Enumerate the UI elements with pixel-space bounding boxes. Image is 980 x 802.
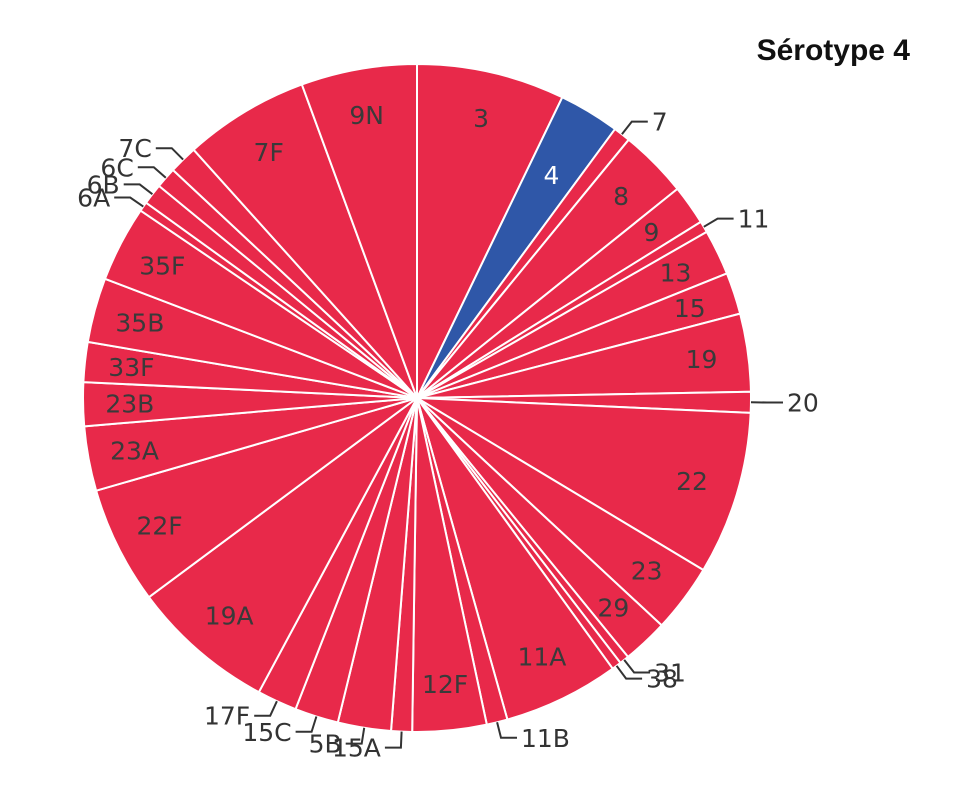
slice-label-29: 29 (597, 594, 629, 623)
slice-label-12f: 12F (422, 670, 468, 699)
chart-title: Sérotype 4 (756, 34, 910, 67)
leader-line-38 (615, 665, 643, 680)
leader-line-6a (114, 196, 144, 208)
slice-label-6c: 6C (100, 153, 133, 182)
slice-label-6b: 6B (87, 170, 120, 199)
leader-line-31 (623, 659, 651, 674)
slice-label-35f: 35F (139, 251, 185, 280)
slice-label-23: 23 (631, 557, 663, 586)
slice-label-33f: 33F (108, 353, 154, 382)
slice-label-11: 11 (738, 205, 770, 234)
leader-line-11b (496, 721, 517, 739)
slice-label-19: 19 (686, 345, 718, 374)
leader-line-5b (345, 727, 366, 745)
slice-label-5b: 5B (309, 730, 342, 759)
slice-label-6a: 6A (77, 184, 110, 213)
slice-label-15: 15 (674, 294, 706, 323)
slice-label-35b: 35B (115, 308, 164, 337)
leader-line-6c (137, 166, 167, 179)
pie-slices (82, 63, 752, 733)
leader-line-7c (155, 147, 184, 161)
leader-line-15a (384, 731, 403, 749)
slice-label-9n: 9N (349, 101, 384, 130)
slice-label-22: 22 (676, 467, 708, 496)
leader-line-6b (123, 183, 154, 195)
leader-line-7 (621, 120, 648, 135)
slice-label-7f: 7F (254, 138, 284, 167)
leader-line-15c (295, 716, 318, 733)
pie-slice-22 (416, 397, 752, 571)
slice-label-11b: 11B (521, 724, 570, 753)
slice-label-38: 38 (646, 665, 678, 694)
slice-label-11a: 11A (517, 643, 566, 672)
slice-label-23b: 23B (105, 389, 154, 418)
leader-line-17f (254, 700, 278, 717)
slice-label-7: 7 (652, 108, 668, 137)
slice-label-22f: 22F (136, 512, 182, 541)
slice-label-20: 20 (787, 389, 819, 418)
slice-label-7c: 7C (118, 134, 151, 163)
pie-slice-7f (192, 83, 418, 399)
pie-slice-19a (147, 397, 418, 694)
slice-label-4: 4 (544, 161, 560, 190)
slice-label-13: 13 (660, 259, 692, 288)
pie-slice-9n (300, 63, 418, 399)
slice-label-23a: 23A (110, 436, 159, 465)
slice-label-9: 9 (644, 218, 660, 247)
slice-label-17f: 17F (204, 702, 250, 731)
slice-label-31: 31 (654, 659, 686, 688)
slice-label-8: 8 (613, 182, 629, 211)
leader-line-11 (703, 217, 734, 228)
slice-label-15c: 15C (242, 718, 291, 747)
slice-label-19a: 19A (205, 601, 254, 630)
leader-lines (114, 120, 783, 749)
slice-label-15a: 15A (332, 734, 381, 763)
pie-slice-3 (416, 63, 564, 399)
slice-label-3: 3 (473, 104, 489, 133)
